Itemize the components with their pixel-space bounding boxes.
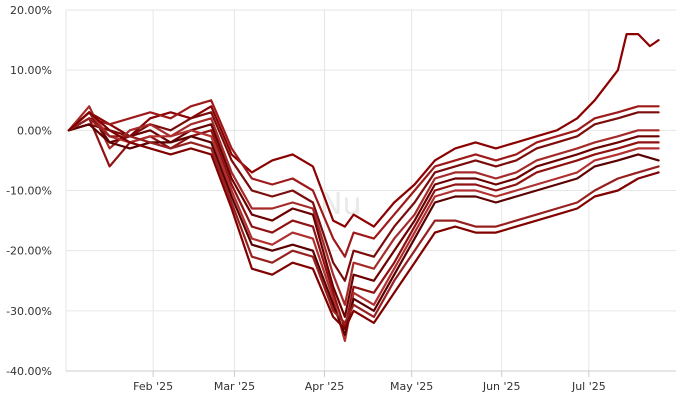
series-group	[67, 32, 660, 342]
x-tick-label: Jul '25	[571, 380, 606, 393]
y-tick-label: -30.00%	[6, 305, 52, 318]
x-tick-label: Feb '25	[133, 380, 173, 393]
y-tick-label: -10.00%	[6, 185, 52, 198]
series-line-2	[67, 99, 660, 258]
series-line-9	[67, 117, 660, 324]
grid	[65, 9, 676, 372]
series-line-7	[67, 111, 660, 342]
x-tick-label: Jun '25	[482, 380, 521, 393]
x-tick-label: Mar '25	[214, 380, 255, 393]
series-line-3	[67, 111, 660, 282]
y-tick-label: -40.00%	[6, 365, 52, 378]
series-line-10	[67, 111, 660, 330]
y-tick-label: 10.00%	[10, 64, 52, 77]
y-tick-label: -20.00%	[6, 245, 52, 258]
y-tick-label: 0.00%	[17, 124, 52, 137]
y-tick-label: 20.00%	[10, 4, 52, 17]
axes: 20.00% 10.00% 0.00% -10.00% -20.00% -30.00% -4…	[6, 4, 676, 393]
x-tick-label: Apr '25	[305, 380, 345, 393]
x-tick-label: May '25	[390, 380, 433, 393]
series-line-8	[67, 123, 660, 336]
